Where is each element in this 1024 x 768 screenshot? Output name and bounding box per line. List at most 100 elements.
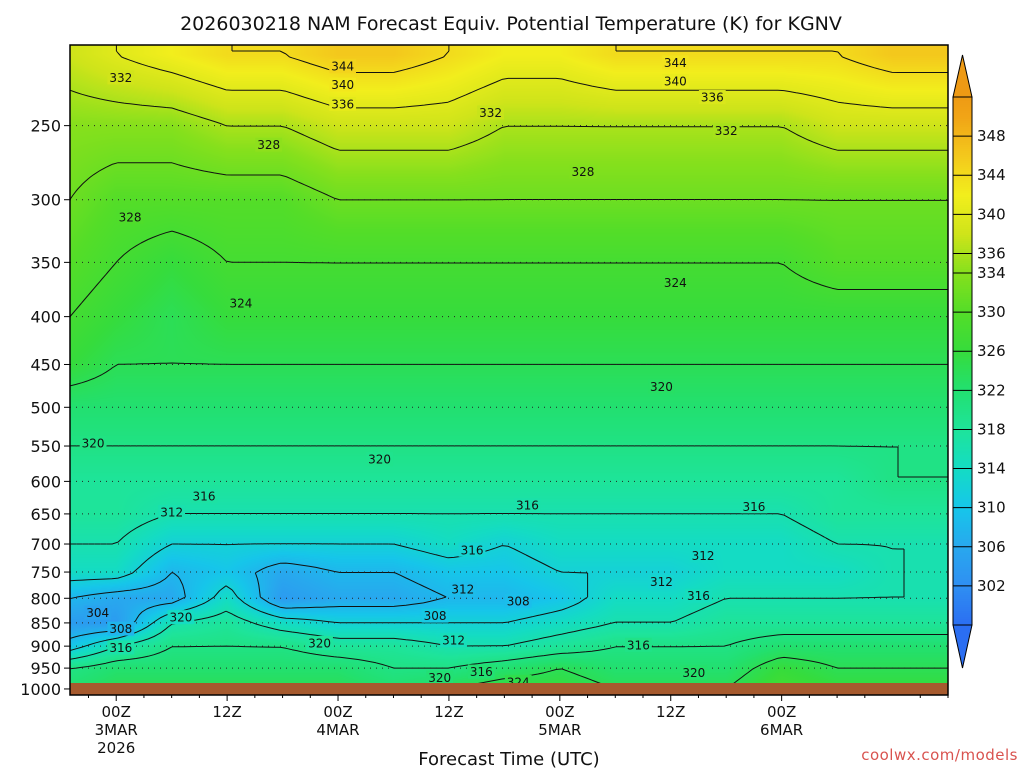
- colorbar-slice: [953, 207, 972, 210]
- contour-label: 312: [442, 634, 465, 648]
- contour-label-bg: [329, 96, 357, 111]
- y-tick-label: 1000: [20, 680, 61, 699]
- colorbar-slice: [953, 329, 972, 332]
- contour-line-308: [70, 562, 447, 639]
- contour-label-bg: [84, 605, 112, 620]
- y-tick-label: 550: [30, 437, 61, 456]
- colorbar-slice: [953, 443, 972, 446]
- colorbar-slice: [953, 205, 972, 208]
- colorbar-slice: [953, 145, 972, 148]
- colorbar-slice: [953, 489, 972, 492]
- colorbar-slice: [953, 497, 972, 500]
- colorbar-slice: [953, 573, 972, 576]
- x-tick-label: 12Z: [212, 703, 241, 721]
- colorbar-label: 330: [977, 303, 1006, 321]
- colorbar-slice: [953, 435, 972, 438]
- colorbar-slice: [953, 559, 972, 562]
- colorbar-slice: [953, 451, 972, 454]
- colorbar-slice: [953, 453, 972, 456]
- colorbar-slice: [953, 613, 972, 616]
- contour-label-bg: [661, 74, 689, 89]
- colorbar-slice: [953, 515, 972, 518]
- colorbar-slice: [953, 159, 972, 162]
- colorbar-slice: [953, 491, 972, 494]
- colorbar-label: 344: [977, 166, 1006, 184]
- colorbar-slice: [953, 169, 972, 172]
- colorbar-slice: [953, 181, 972, 184]
- colorbar-slice: [953, 129, 972, 132]
- contour-label-bg: [449, 582, 477, 597]
- y-tick-label: 700: [30, 535, 61, 554]
- x-tick-date-label: 3MAR: [95, 721, 138, 739]
- colorbar-slice: [953, 323, 972, 326]
- colorbar-slice: [953, 117, 972, 120]
- y-tick-label: 350: [30, 253, 61, 272]
- colorbar-label: 314: [977, 460, 1006, 478]
- colorbar-slice: [953, 221, 972, 224]
- colorbar-slice: [953, 413, 972, 416]
- contour-label: 328: [257, 138, 280, 152]
- colorbar-slice: [953, 237, 972, 240]
- x-tick-date-label: 2026: [97, 739, 135, 757]
- contour-label: 336: [701, 91, 724, 105]
- contour-label-bg: [107, 70, 135, 85]
- contour-label-bg: [329, 77, 357, 92]
- plot-frame: [69, 44, 949, 696]
- colorbar-slice: [953, 615, 972, 618]
- colorbar-slice: [953, 457, 972, 460]
- colorbar-slice: [953, 341, 972, 344]
- colorbar-slice: [953, 271, 972, 274]
- colorbar-slice: [953, 487, 972, 490]
- colorbar-slice: [953, 175, 972, 178]
- contour-label: 316: [627, 638, 650, 652]
- colorbar-slice: [953, 327, 972, 330]
- colorbar-slice: [953, 589, 972, 592]
- contour-label-bg: [329, 59, 357, 74]
- colorbar-slice: [953, 449, 972, 452]
- contour-labels: 344 340 336 344 340 336 332 332 332 328 328 328 324 3…: [79, 55, 768, 689]
- colorbar-slice: [953, 395, 972, 398]
- y-tick-label: 950: [30, 659, 61, 678]
- colorbar-slice: [953, 587, 972, 590]
- colorbar-bottom-arrow: [952, 624, 973, 669]
- contour-label: 320: [308, 636, 331, 650]
- contour-label: 320: [428, 671, 451, 685]
- y-tick-label: 750: [30, 563, 61, 582]
- colorbar-slice: [953, 115, 972, 118]
- contour-label-bg: [569, 164, 597, 179]
- colorbar-slice: [953, 447, 972, 450]
- x-tick-date-label: 4MAR: [316, 721, 359, 739]
- colorbar-slice: [953, 511, 972, 514]
- colorbar-slice: [953, 427, 972, 430]
- y-tick-label: 300: [30, 191, 61, 210]
- colorbar-label: 326: [977, 342, 1006, 360]
- colorbar-slice: [953, 483, 972, 486]
- contour-line-340: [115, 45, 948, 109]
- colorbar-slice: [953, 423, 972, 426]
- contour-label-bg: [167, 610, 195, 625]
- contour-label: 332: [479, 106, 502, 120]
- colorbar-slice: [953, 321, 972, 324]
- contour-label-bg: [712, 123, 740, 138]
- y-tick-label: 600: [30, 472, 61, 491]
- colorbar-slice: [953, 231, 972, 234]
- colorbar-slice: [953, 383, 972, 386]
- colorbar-slice: [953, 369, 972, 372]
- temperature-field-raster: [70, 45, 948, 695]
- colorbar-slice: [953, 133, 972, 136]
- colorbar-slice: [953, 349, 972, 352]
- colorbar-slice: [953, 141, 972, 144]
- colorbar-slice: [953, 567, 972, 570]
- colorbar-slice: [953, 541, 972, 544]
- colorbar-label: 310: [977, 499, 1006, 517]
- colorbar-slice: [953, 151, 972, 154]
- colorbar-slice: [953, 385, 972, 388]
- colorbar-slice: [953, 575, 972, 578]
- colorbar-slice: [953, 507, 972, 510]
- contour-line-320: [70, 445, 948, 670]
- colorbar-slice: [953, 397, 972, 400]
- contour-label: 312: [451, 583, 474, 597]
- contour-label: 312: [160, 506, 183, 520]
- colorbar-slice: [953, 287, 972, 290]
